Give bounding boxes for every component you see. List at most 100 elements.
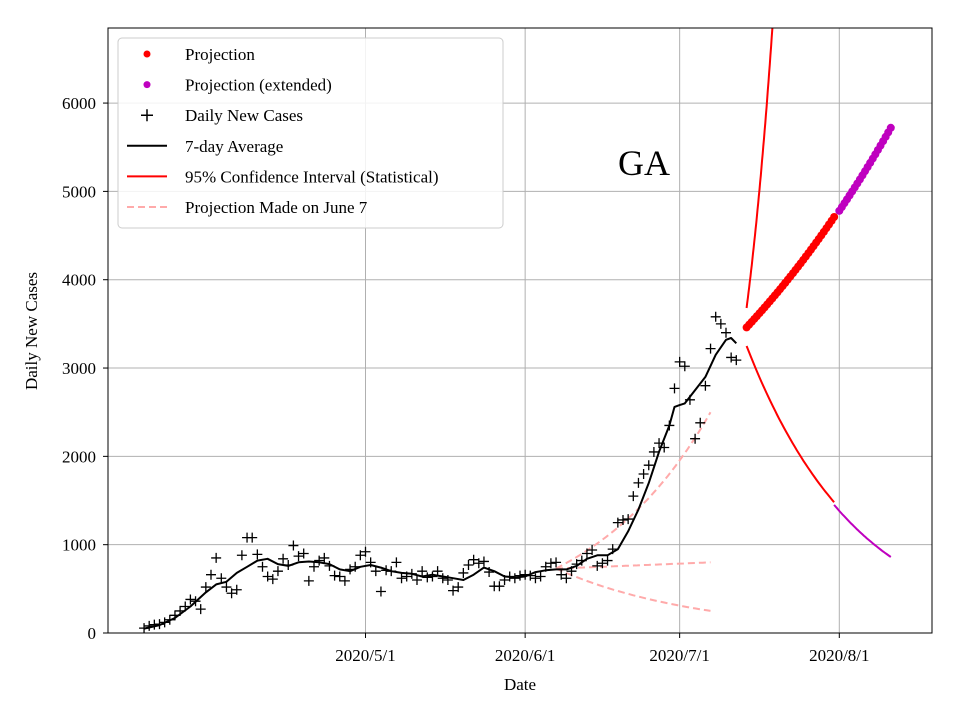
case-point (195, 604, 206, 615)
case-point (509, 573, 520, 584)
avg-line (143, 337, 738, 630)
case-point (731, 355, 742, 366)
case-point (252, 549, 263, 560)
case-point (324, 560, 335, 571)
case-point (417, 566, 428, 577)
y-tick-label: 6000 (62, 94, 96, 113)
june7-projection-lines (555, 411, 712, 612)
case-point (375, 586, 386, 597)
case-point (561, 573, 572, 584)
case-point (216, 573, 227, 584)
x-axis: 2020/5/1 2020/6/1 2020/7/1 2020/8/1 (335, 633, 870, 665)
case-point (566, 566, 577, 577)
case-point (664, 420, 675, 431)
y-tick-label: 3000 (62, 359, 96, 378)
case-point (206, 569, 216, 580)
case-point (314, 555, 325, 566)
legend-marker-plus (141, 109, 153, 122)
case-point (690, 433, 701, 444)
case-point (298, 548, 309, 559)
y-tick-label: 0 (88, 624, 97, 643)
case-point (180, 601, 191, 612)
case-point (257, 561, 268, 572)
legend-marker-dot (143, 50, 151, 58)
case-point (726, 352, 737, 363)
legend-label: Projection (extended) (185, 76, 332, 95)
case-point (540, 561, 551, 572)
case-point (484, 567, 495, 578)
legend-label: Projection Made on June 7 (185, 198, 368, 217)
state-annotation: GA (618, 143, 670, 183)
projection-point (830, 213, 839, 222)
case-point (175, 605, 186, 616)
case-point (267, 574, 278, 585)
case-point (602, 555, 613, 566)
case-point (453, 582, 464, 593)
case-point (381, 565, 392, 576)
case-point (288, 540, 299, 551)
case-point (211, 552, 222, 563)
case-point (463, 559, 474, 570)
case-point (412, 575, 422, 586)
case-point (643, 460, 654, 471)
june7-lower-line (555, 567, 711, 612)
y-tick-label: 4000 (62, 271, 96, 290)
y-axis: 0 1000 2000 3000 4000 5000 6000 (62, 94, 108, 643)
case-point (442, 575, 453, 586)
case-point (504, 571, 515, 582)
case-point (571, 559, 582, 570)
case-point (355, 550, 366, 561)
case-point (458, 567, 469, 578)
case-point (659, 442, 670, 453)
case-point (139, 623, 150, 634)
case-point (530, 573, 541, 584)
plot-frame (107, 27, 933, 634)
case-point (520, 569, 531, 580)
case-point (432, 566, 443, 577)
case-point (386, 566, 397, 577)
case-point (478, 556, 489, 567)
legend: Projection Projection (extended) Daily New… (117, 37, 504, 229)
ci-lower-line-statistical (745, 345, 835, 503)
case-point (144, 620, 155, 631)
case-point (231, 584, 242, 595)
ci-upper-line (745, 27, 774, 309)
case-point (278, 553, 289, 564)
case-point (427, 571, 438, 582)
projection-extended-markers (835, 123, 895, 215)
case-point (597, 558, 608, 569)
x-tick-label: 2020/6/1 (495, 646, 555, 665)
case-point (684, 394, 695, 405)
case-point (581, 548, 592, 559)
case-point (545, 558, 556, 569)
case-point (293, 551, 304, 562)
ci-lower-line-extended (833, 504, 892, 558)
case-point (648, 446, 659, 457)
case-point (309, 561, 319, 572)
case-point (623, 514, 634, 525)
y-tick-label: 5000 (62, 182, 96, 201)
case-point (236, 550, 247, 561)
case-point (437, 573, 448, 584)
case-point (592, 560, 603, 571)
case-point (396, 573, 407, 584)
case-point (654, 438, 665, 449)
case-point (468, 554, 479, 565)
legend-label: Daily New Cases (185, 106, 303, 125)
case-point (221, 582, 232, 593)
y-tick-label: 1000 (62, 536, 96, 555)
projection-extended-point (886, 123, 895, 132)
case-point (303, 575, 314, 586)
case-point (556, 569, 567, 580)
case-point (535, 571, 546, 582)
x-tick-label: 2020/5/1 (335, 646, 395, 665)
case-point (633, 477, 644, 488)
case-point (525, 570, 536, 581)
case-point (448, 585, 459, 596)
case-point (370, 566, 381, 577)
case-point (391, 557, 402, 568)
case-point (679, 361, 690, 372)
case-point (499, 575, 510, 586)
case-point (406, 568, 417, 579)
